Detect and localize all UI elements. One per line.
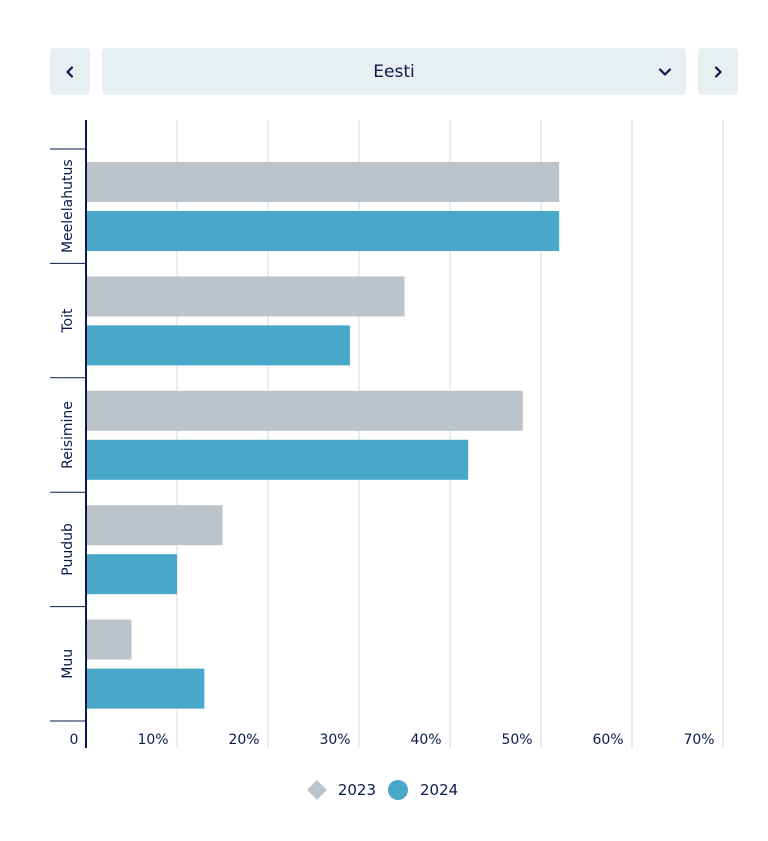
bar-muu-2023[interactable] xyxy=(86,619,132,660)
chevron-down-icon xyxy=(658,68,672,76)
chevron-left-icon xyxy=(66,65,74,78)
x-tick-label-0: 0 xyxy=(70,732,79,748)
bar-meelelahutus-2024[interactable] xyxy=(86,211,560,251)
circle-icon xyxy=(388,780,408,800)
x-tick-label-40: 40% xyxy=(410,732,441,748)
category-label-toit: Toit xyxy=(60,308,76,334)
bar-reisimine-2024[interactable] xyxy=(86,439,469,480)
x-tick-label-20: 20% xyxy=(228,732,259,748)
country-select[interactable]: Eesti xyxy=(102,48,686,95)
category-label-puudub: Puudub xyxy=(60,523,76,576)
x-tick-label-10: 10% xyxy=(137,732,168,748)
category-label-reisimine: Reisimine xyxy=(60,401,76,469)
legend-label-2023: 2023 xyxy=(337,781,376,799)
bar-toit-2023[interactable] xyxy=(86,276,405,317)
next-button[interactable] xyxy=(698,48,738,95)
country-select-value: Eesti xyxy=(373,61,415,82)
category-labels: Meelelahutus Toit Reisimine Puudub Muu xyxy=(60,159,76,678)
bar-toit-2024[interactable] xyxy=(86,325,350,366)
legend-item-2024[interactable]: 2024 xyxy=(388,780,458,800)
x-tick-label-30: 30% xyxy=(319,732,350,748)
chevron-right-icon xyxy=(714,65,722,78)
x-axis-tick-labels: 0 10% 20% 30% 40% 50% 60% 70% xyxy=(70,732,715,748)
legend: 2023 2024 xyxy=(0,778,768,802)
category-label-meelelahutus: Meelelahutus xyxy=(60,159,76,253)
x-tick-label-50: 50% xyxy=(501,732,532,748)
x-tick-label-60: 60% xyxy=(592,732,623,748)
category-label-muu: Muu xyxy=(60,649,76,679)
bar-muu-2024[interactable] xyxy=(86,668,205,709)
bars xyxy=(86,162,560,709)
legend-label-2024: 2024 xyxy=(420,781,459,799)
legend-item-2023[interactable]: 2023 xyxy=(306,780,376,800)
prev-button[interactable] xyxy=(50,48,90,95)
x-tick-label-70: 70% xyxy=(683,732,714,748)
bar-reisimine-2023[interactable] xyxy=(86,390,523,431)
bar-meelelahutus-2023[interactable] xyxy=(86,162,560,202)
y-axis xyxy=(50,120,87,748)
bar-puudub-2024[interactable] xyxy=(86,554,177,595)
diamond-icon xyxy=(306,780,327,800)
bar-puudub-2023[interactable] xyxy=(86,505,223,546)
